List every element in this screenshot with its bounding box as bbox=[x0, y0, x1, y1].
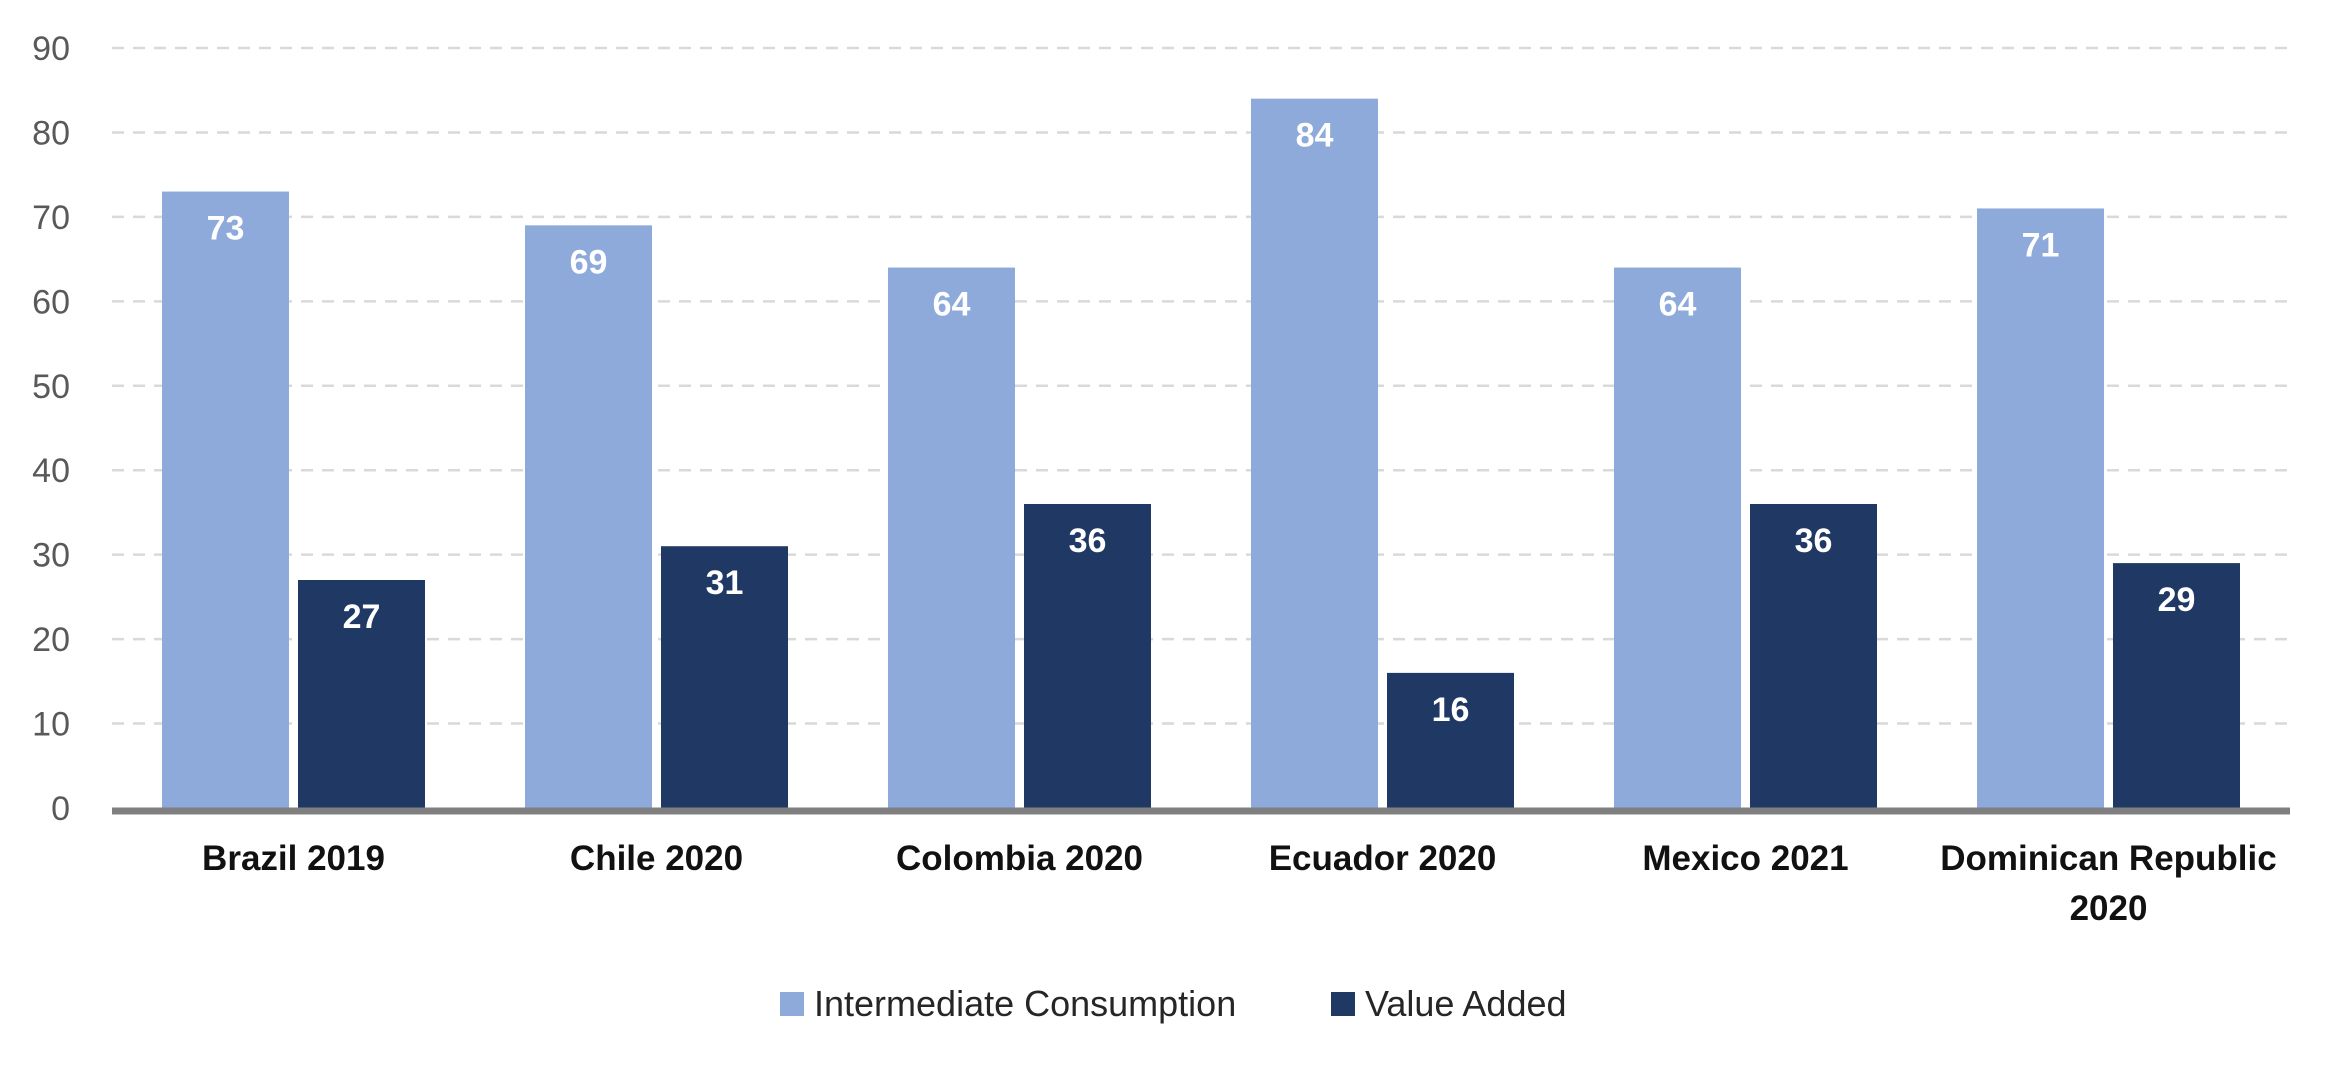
bar-intermediate-consumption bbox=[1614, 267, 1741, 808]
bar-intermediate-consumption bbox=[1977, 208, 2104, 808]
bar-value-added bbox=[661, 546, 788, 808]
gridlines bbox=[112, 46, 2290, 725]
bar-intermediate-consumption bbox=[1251, 98, 1378, 808]
x-axis-ticks: Brazil 2019 Chile 2020 Colombia 2020 Ecuado… bbox=[202, 839, 2277, 928]
data-label: 29 bbox=[2158, 581, 2196, 619]
y-tick-label: 40 bbox=[32, 452, 70, 490]
x-tick-label: Mexico 2021 bbox=[1642, 839, 1848, 878]
legend-label: Value Added bbox=[1365, 983, 1567, 1024]
data-label: 27 bbox=[343, 598, 381, 636]
x-tick-label: Brazil 2019 bbox=[202, 839, 385, 878]
bar-intermediate-consumption bbox=[525, 225, 652, 809]
legend: Intermediate Consumption Value Added bbox=[780, 983, 1567, 1024]
data-label: 36 bbox=[1795, 522, 1833, 560]
y-tick-label: 20 bbox=[32, 621, 70, 659]
y-tick-label: 80 bbox=[32, 114, 70, 152]
bars: 73 27 69 31 64 36 84 16 64 36 71 29 bbox=[162, 98, 2240, 809]
x-tick-label: Dominican Republic bbox=[1940, 839, 2276, 878]
y-tick-label: 90 bbox=[32, 30, 70, 68]
y-tick-label: 70 bbox=[32, 199, 70, 237]
bar-value-added bbox=[1024, 504, 1151, 808]
legend-label: Intermediate Consumption bbox=[814, 983, 1236, 1024]
legend-swatch bbox=[1331, 992, 1355, 1016]
legend-swatch bbox=[780, 992, 804, 1016]
x-tick-label: Chile 2020 bbox=[570, 839, 743, 878]
x-tick-label: 2020 bbox=[2070, 889, 2148, 928]
data-label: 31 bbox=[706, 564, 744, 602]
data-label: 64 bbox=[1659, 286, 1697, 324]
y-tick-label: 0 bbox=[51, 790, 70, 828]
data-label: 84 bbox=[1296, 117, 1334, 155]
data-label: 16 bbox=[1432, 691, 1470, 729]
y-tick-label: 30 bbox=[32, 537, 70, 575]
data-label: 69 bbox=[570, 243, 608, 281]
data-label: 64 bbox=[933, 286, 971, 324]
bar-value-added bbox=[1750, 504, 1877, 808]
data-label: 73 bbox=[207, 210, 245, 248]
bar-value-added bbox=[298, 580, 425, 808]
data-label: 71 bbox=[2022, 226, 2060, 264]
x-tick-label: Colombia 2020 bbox=[896, 839, 1143, 878]
y-tick-label: 50 bbox=[32, 368, 70, 406]
bar-intermediate-consumption bbox=[162, 191, 289, 809]
y-axis-ticks: 0 10 20 30 40 50 60 70 80 90 bbox=[32, 30, 70, 828]
bar-value-added bbox=[2113, 563, 2240, 808]
bar-value-added bbox=[1387, 672, 1514, 808]
y-tick-label: 10 bbox=[32, 706, 70, 744]
y-tick-label: 60 bbox=[32, 283, 70, 321]
x-tick-label: Ecuador 2020 bbox=[1269, 839, 1497, 878]
bar-intermediate-consumption bbox=[888, 267, 1015, 808]
data-label: 36 bbox=[1069, 522, 1107, 560]
